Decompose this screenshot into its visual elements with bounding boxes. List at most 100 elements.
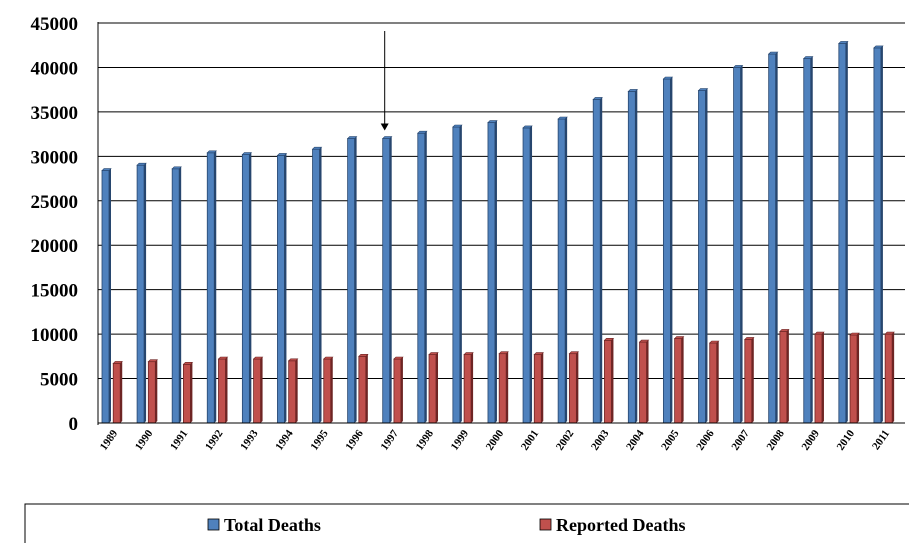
bar-cap [182, 362, 194, 365]
x-tick-label: 1992 [203, 427, 226, 452]
x-tick-label: 1993 [238, 427, 261, 452]
bar-cap [779, 329, 790, 332]
bar-total-2003 [592, 99, 601, 424]
bar-cap [346, 136, 358, 139]
y-tick-label: 20000 [31, 236, 79, 257]
bar-reported-1991 [183, 363, 191, 424]
bar-side [494, 120, 497, 424]
bar-cap [112, 361, 123, 364]
bar-side [424, 131, 427, 423]
bar-total-1994 [277, 155, 285, 424]
bar-reported-2000 [498, 353, 507, 424]
legend: Total Deaths Reported Deaths [24, 503, 909, 543]
x-tick-label: 1989 [98, 427, 121, 452]
bar-side [144, 163, 147, 423]
bar-side [249, 152, 252, 424]
bar-cap [498, 351, 509, 354]
bar-reported-2006 [709, 342, 718, 424]
bar-reported-2008 [779, 331, 788, 424]
x-tick-label: 1997 [378, 427, 401, 452]
bar-cap [849, 332, 860, 336]
x-tick-label: 2004 [624, 427, 647, 452]
x-tick-label: 2007 [729, 427, 752, 452]
bar-reported-1993 [253, 358, 261, 424]
bar-cap [287, 358, 299, 362]
y-tick-label: 45000 [31, 14, 79, 35]
bar-cap [697, 88, 709, 91]
x-tick-label: 1990 [133, 427, 156, 452]
x-tick-label: 2002 [554, 427, 577, 452]
x-tick-label: 1999 [449, 427, 472, 452]
bar-side [365, 354, 368, 423]
bar-reported-1990 [147, 361, 156, 424]
x-tick-label: 2008 [764, 427, 787, 452]
bar-side [225, 357, 228, 423]
bar-side [670, 77, 673, 423]
bar-side [565, 117, 568, 423]
annotation-arrow-head [380, 123, 389, 131]
bar-side [214, 150, 217, 423]
y-tick-label: 25000 [31, 192, 79, 213]
legend-swatch-reported [539, 518, 552, 531]
bar-cap [557, 116, 568, 120]
legend-label-total: Total Deaths [224, 515, 321, 535]
bar-reported-2011 [884, 333, 893, 424]
bars [101, 41, 895, 424]
bar-side [471, 352, 474, 423]
y-tick-label: 0 [69, 414, 79, 435]
bar-total-1990 [136, 164, 145, 424]
x-tick-labels: 1989 1990 1991 1992 1993 1994 1995 1996 1997 1998… [98, 427, 892, 452]
x-tick-label: 2003 [589, 427, 612, 452]
bar-cap [217, 356, 229, 360]
x-tick-label: 2011 [870, 428, 892, 452]
bar-total-2007 [733, 67, 741, 424]
bar-total-1995 [312, 148, 320, 424]
bar-side [845, 41, 848, 423]
bar-cap [708, 340, 720, 344]
bar-cap [417, 130, 428, 134]
bar-cap [358, 354, 369, 357]
bar-cap [522, 125, 533, 129]
bar-side [354, 136, 357, 424]
bar-side [786, 329, 789, 423]
bar-cap [171, 166, 182, 170]
bar-total-1989 [101, 170, 110, 424]
bar-reported-2007 [744, 339, 753, 424]
bar-cap [487, 120, 498, 123]
bar-total-1998 [417, 132, 426, 424]
bar-reported-2004 [639, 341, 647, 424]
bar-side [775, 52, 778, 423]
bar-cap [252, 356, 264, 360]
bar-side [892, 332, 895, 423]
bar-side [635, 89, 638, 423]
bar-cap [732, 65, 744, 68]
bar-side [155, 359, 158, 423]
bar-side [179, 166, 182, 423]
bar-cap [662, 76, 674, 80]
bar-cap [311, 146, 323, 150]
bar-side [611, 338, 614, 423]
bar-reported-1999 [463, 354, 472, 424]
y-tick-label: 15000 [31, 281, 79, 302]
bar-reported-1998 [428, 354, 437, 424]
y-tick-label: 10000 [31, 325, 79, 346]
bar-side [295, 358, 298, 423]
bar-total-2002 [557, 118, 566, 424]
x-tick-label: 2001 [519, 428, 541, 453]
bar-total-1991 [171, 168, 180, 424]
bar-cap [767, 51, 779, 55]
bar-cap [147, 359, 159, 362]
legend-box [24, 503, 909, 543]
bar-side [810, 56, 813, 424]
x-tick-label: 1994 [273, 427, 296, 452]
bar-total-2001 [522, 127, 531, 424]
bar-side [880, 45, 883, 424]
legend-label-reported: Reported Deaths [556, 515, 685, 535]
bar-reported-1997 [393, 358, 402, 424]
bar-reported-1994 [288, 360, 297, 424]
bar-side [740, 65, 743, 423]
bar-side [530, 125, 533, 423]
y-tick-label: 35000 [31, 103, 79, 124]
bar-reported-2001 [533, 354, 542, 424]
bar-reported-1996 [358, 355, 367, 424]
